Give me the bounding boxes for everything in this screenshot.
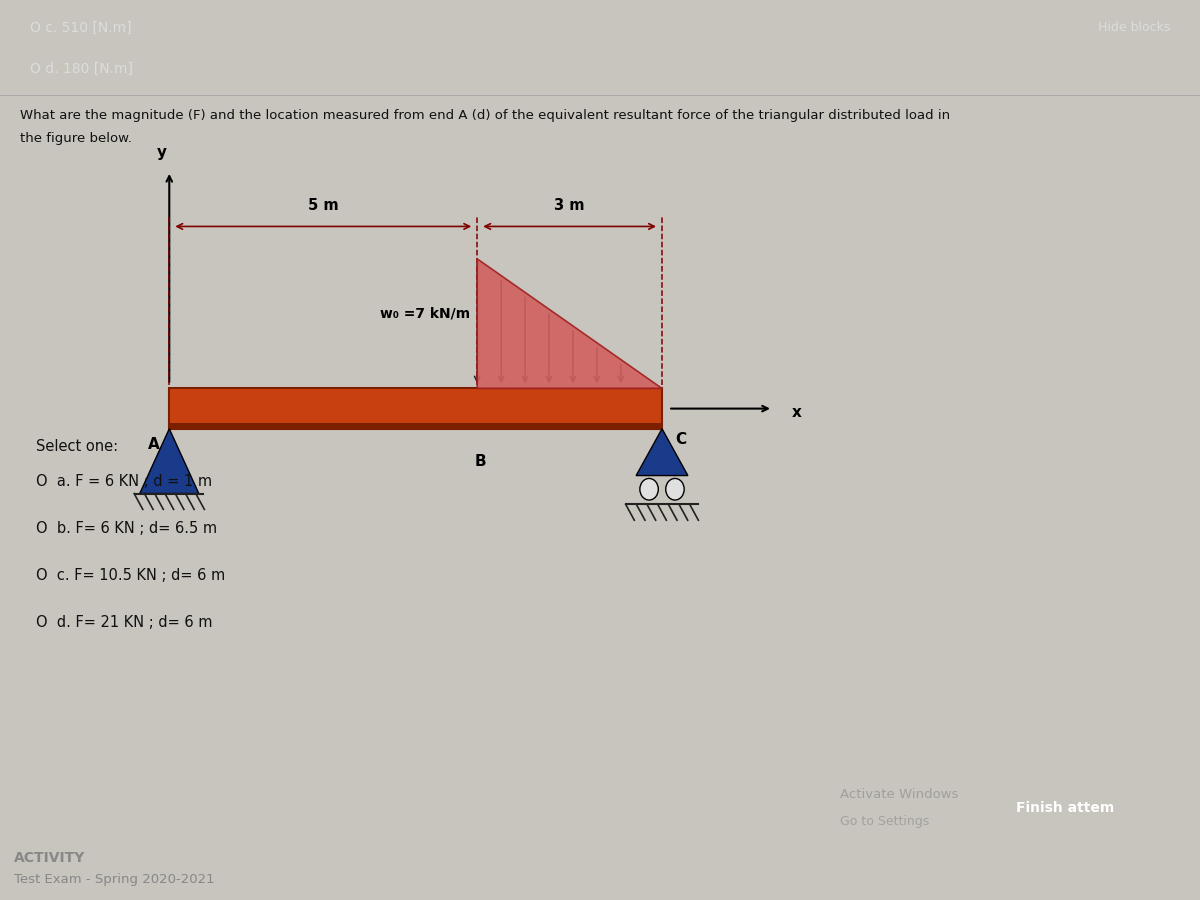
Text: O d. 180 [N.m]: O d. 180 [N.m] xyxy=(30,61,133,76)
Text: Hide blocks: Hide blocks xyxy=(1098,21,1170,34)
Polygon shape xyxy=(139,428,199,493)
Text: the figure below.: the figure below. xyxy=(20,131,132,145)
Text: O c. 510 [N.m]: O c. 510 [N.m] xyxy=(30,21,132,35)
Polygon shape xyxy=(636,428,688,475)
Text: Finish attem: Finish attem xyxy=(1016,801,1114,814)
Text: Activate Windows: Activate Windows xyxy=(840,788,959,800)
Text: Select one:: Select one: xyxy=(36,439,118,454)
Circle shape xyxy=(666,479,684,500)
Text: 5 m: 5 m xyxy=(308,199,338,213)
Text: Go to Settings: Go to Settings xyxy=(840,814,929,827)
Text: O  a. F = 6 KN ; d = 1 m: O a. F = 6 KN ; d = 1 m xyxy=(36,474,212,489)
FancyBboxPatch shape xyxy=(169,423,662,428)
Text: w₀ =7 kN/m: w₀ =7 kN/m xyxy=(379,306,470,320)
Text: x: x xyxy=(791,405,802,419)
Text: What are the magnitude (F) and the location measured from end A (d) of the equiv: What are the magnitude (F) and the locat… xyxy=(20,109,950,122)
Text: Test Exam - Spring 2020-2021: Test Exam - Spring 2020-2021 xyxy=(14,873,215,886)
Text: C: C xyxy=(676,432,686,447)
Text: A: A xyxy=(148,437,160,453)
Text: O  d. F= 21 KN ; d= 6 m: O d. F= 21 KN ; d= 6 m xyxy=(36,615,212,629)
Text: y: y xyxy=(157,145,167,159)
FancyBboxPatch shape xyxy=(169,389,662,428)
Text: B: B xyxy=(474,454,486,469)
Text: O  c. F= 10.5 KN ; d= 6 m: O c. F= 10.5 KN ; d= 6 m xyxy=(36,568,226,582)
Text: 3 m: 3 m xyxy=(554,199,584,213)
Polygon shape xyxy=(478,259,662,389)
Circle shape xyxy=(640,479,659,500)
Text: ACTIVITY: ACTIVITY xyxy=(14,850,85,865)
Text: O  b. F= 6 KN ; d= 6.5 m: O b. F= 6 KN ; d= 6.5 m xyxy=(36,521,217,535)
